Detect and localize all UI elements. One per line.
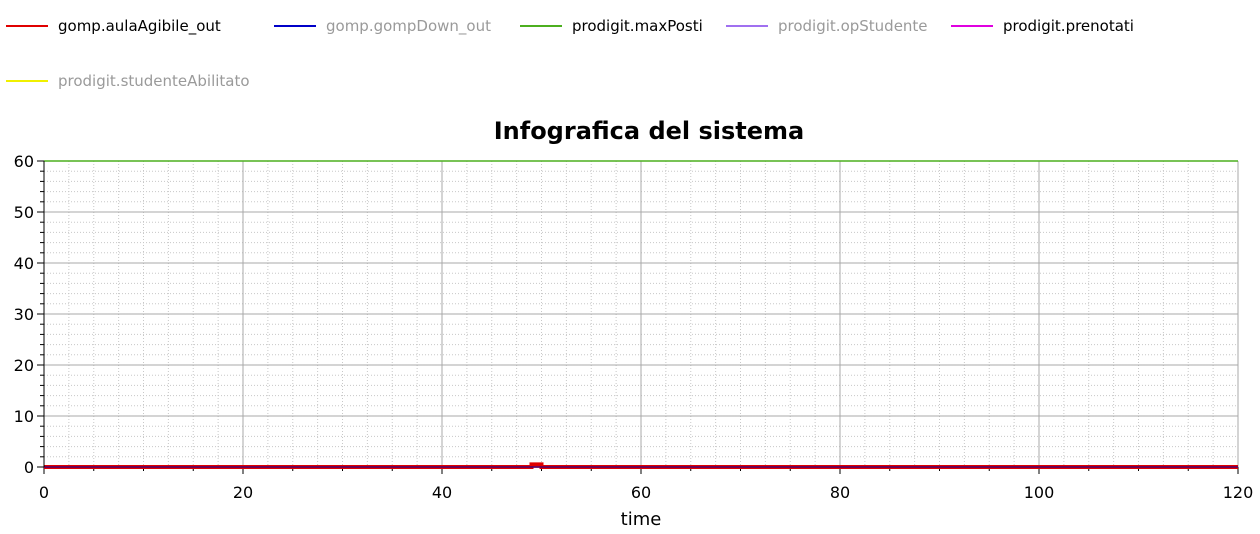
grid	[43, 160, 1239, 468]
x-tick-label: 60	[631, 483, 651, 502]
y-tick-label: 20	[14, 356, 34, 375]
x-tick-label: 80	[830, 483, 850, 502]
y-tick-label: 60	[14, 152, 34, 171]
legend-item-opStudente[interactable]: prodigit.opStudente	[726, 10, 928, 42]
x-tick-label: 100	[1024, 483, 1055, 502]
axis-ticks: 0 20 40 60 80 100 120 0 10 20 30 40 50 60	[14, 152, 1254, 502]
x-tick-label: 20	[233, 483, 253, 502]
legend-item-prenotati[interactable]: prodigit.prenotati	[951, 10, 1134, 42]
legend-swatch	[726, 25, 768, 27]
x-tick-label: 0	[39, 483, 49, 502]
x-tick-label: 120	[1223, 483, 1254, 502]
y-tick-label: 40	[14, 254, 34, 273]
legend-label: gomp.aulaAgibile_out	[58, 17, 221, 35]
legend-item-studenteAbilitato[interactable]: prodigit.studenteAbilitato	[6, 65, 250, 97]
x-axis-label: time	[621, 509, 662, 530]
legend-label: prodigit.maxPosti	[572, 17, 703, 35]
legend-label: prodigit.opStudente	[778, 17, 928, 35]
legend-swatch	[951, 25, 993, 27]
x-tick-label: 40	[432, 483, 452, 502]
legend-item-gompDown[interactable]: gomp.gompDown_out	[274, 10, 491, 42]
legend-label: prodigit.studenteAbilitato	[58, 72, 250, 90]
legend-swatch	[6, 25, 48, 27]
legend-item-maxPosti[interactable]: prodigit.maxPosti	[520, 10, 703, 42]
legend-label: prodigit.prenotati	[1003, 17, 1134, 35]
legend-label: gomp.gompDown_out	[326, 17, 491, 35]
chart-title: Infografica del sistema	[494, 117, 805, 145]
y-tick-label: 10	[14, 407, 34, 426]
y-tick-label: 50	[14, 203, 34, 222]
legend-swatch	[274, 25, 316, 27]
y-tick-label: 0	[24, 458, 34, 477]
legend-swatch	[6, 80, 48, 82]
y-tick-label: 30	[14, 305, 34, 324]
legend-item-aulaAgibile[interactable]: gomp.aulaAgibile_out	[6, 10, 221, 42]
legend-swatch	[520, 25, 562, 27]
